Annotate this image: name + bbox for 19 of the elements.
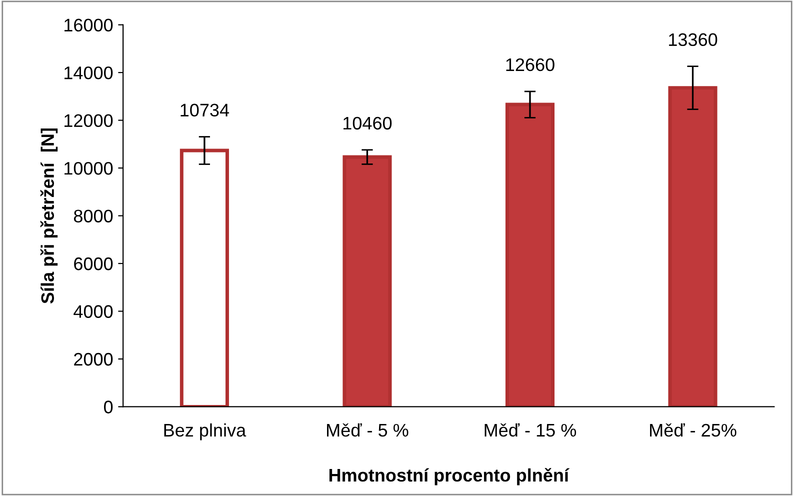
x-axis-title: Hmotnostní procento plnění	[329, 468, 570, 486]
y-tick-label: 2000	[74, 352, 113, 366]
y-tick-label: 8000	[74, 210, 113, 222]
y-tick-label: 0	[104, 400, 113, 414]
x-tick-label: Měď - 5 %	[327, 423, 408, 437]
data-label: 10460	[344, 116, 392, 130]
data-label: 10734	[180, 104, 230, 116]
y-tick-label: 14000	[64, 66, 113, 80]
x-tick-label: Měď - 15 %	[484, 423, 576, 437]
x-tick-label: Bez plniva	[164, 423, 246, 440]
x-tick-label: Měď - 25%	[650, 423, 736, 437]
y-tick-label: 6000	[74, 257, 113, 270]
y-tick-label: 12000	[64, 114, 113, 127]
data-label: 12660	[506, 58, 554, 72]
y-tick-label: 10000	[64, 162, 113, 175]
y-axis-title: Síla při přetržení [N]	[40, 128, 58, 304]
y-tick-label: 16000	[64, 18, 113, 32]
y-tick-label: 4000	[74, 305, 113, 318]
data-label: 13360	[669, 33, 718, 46]
